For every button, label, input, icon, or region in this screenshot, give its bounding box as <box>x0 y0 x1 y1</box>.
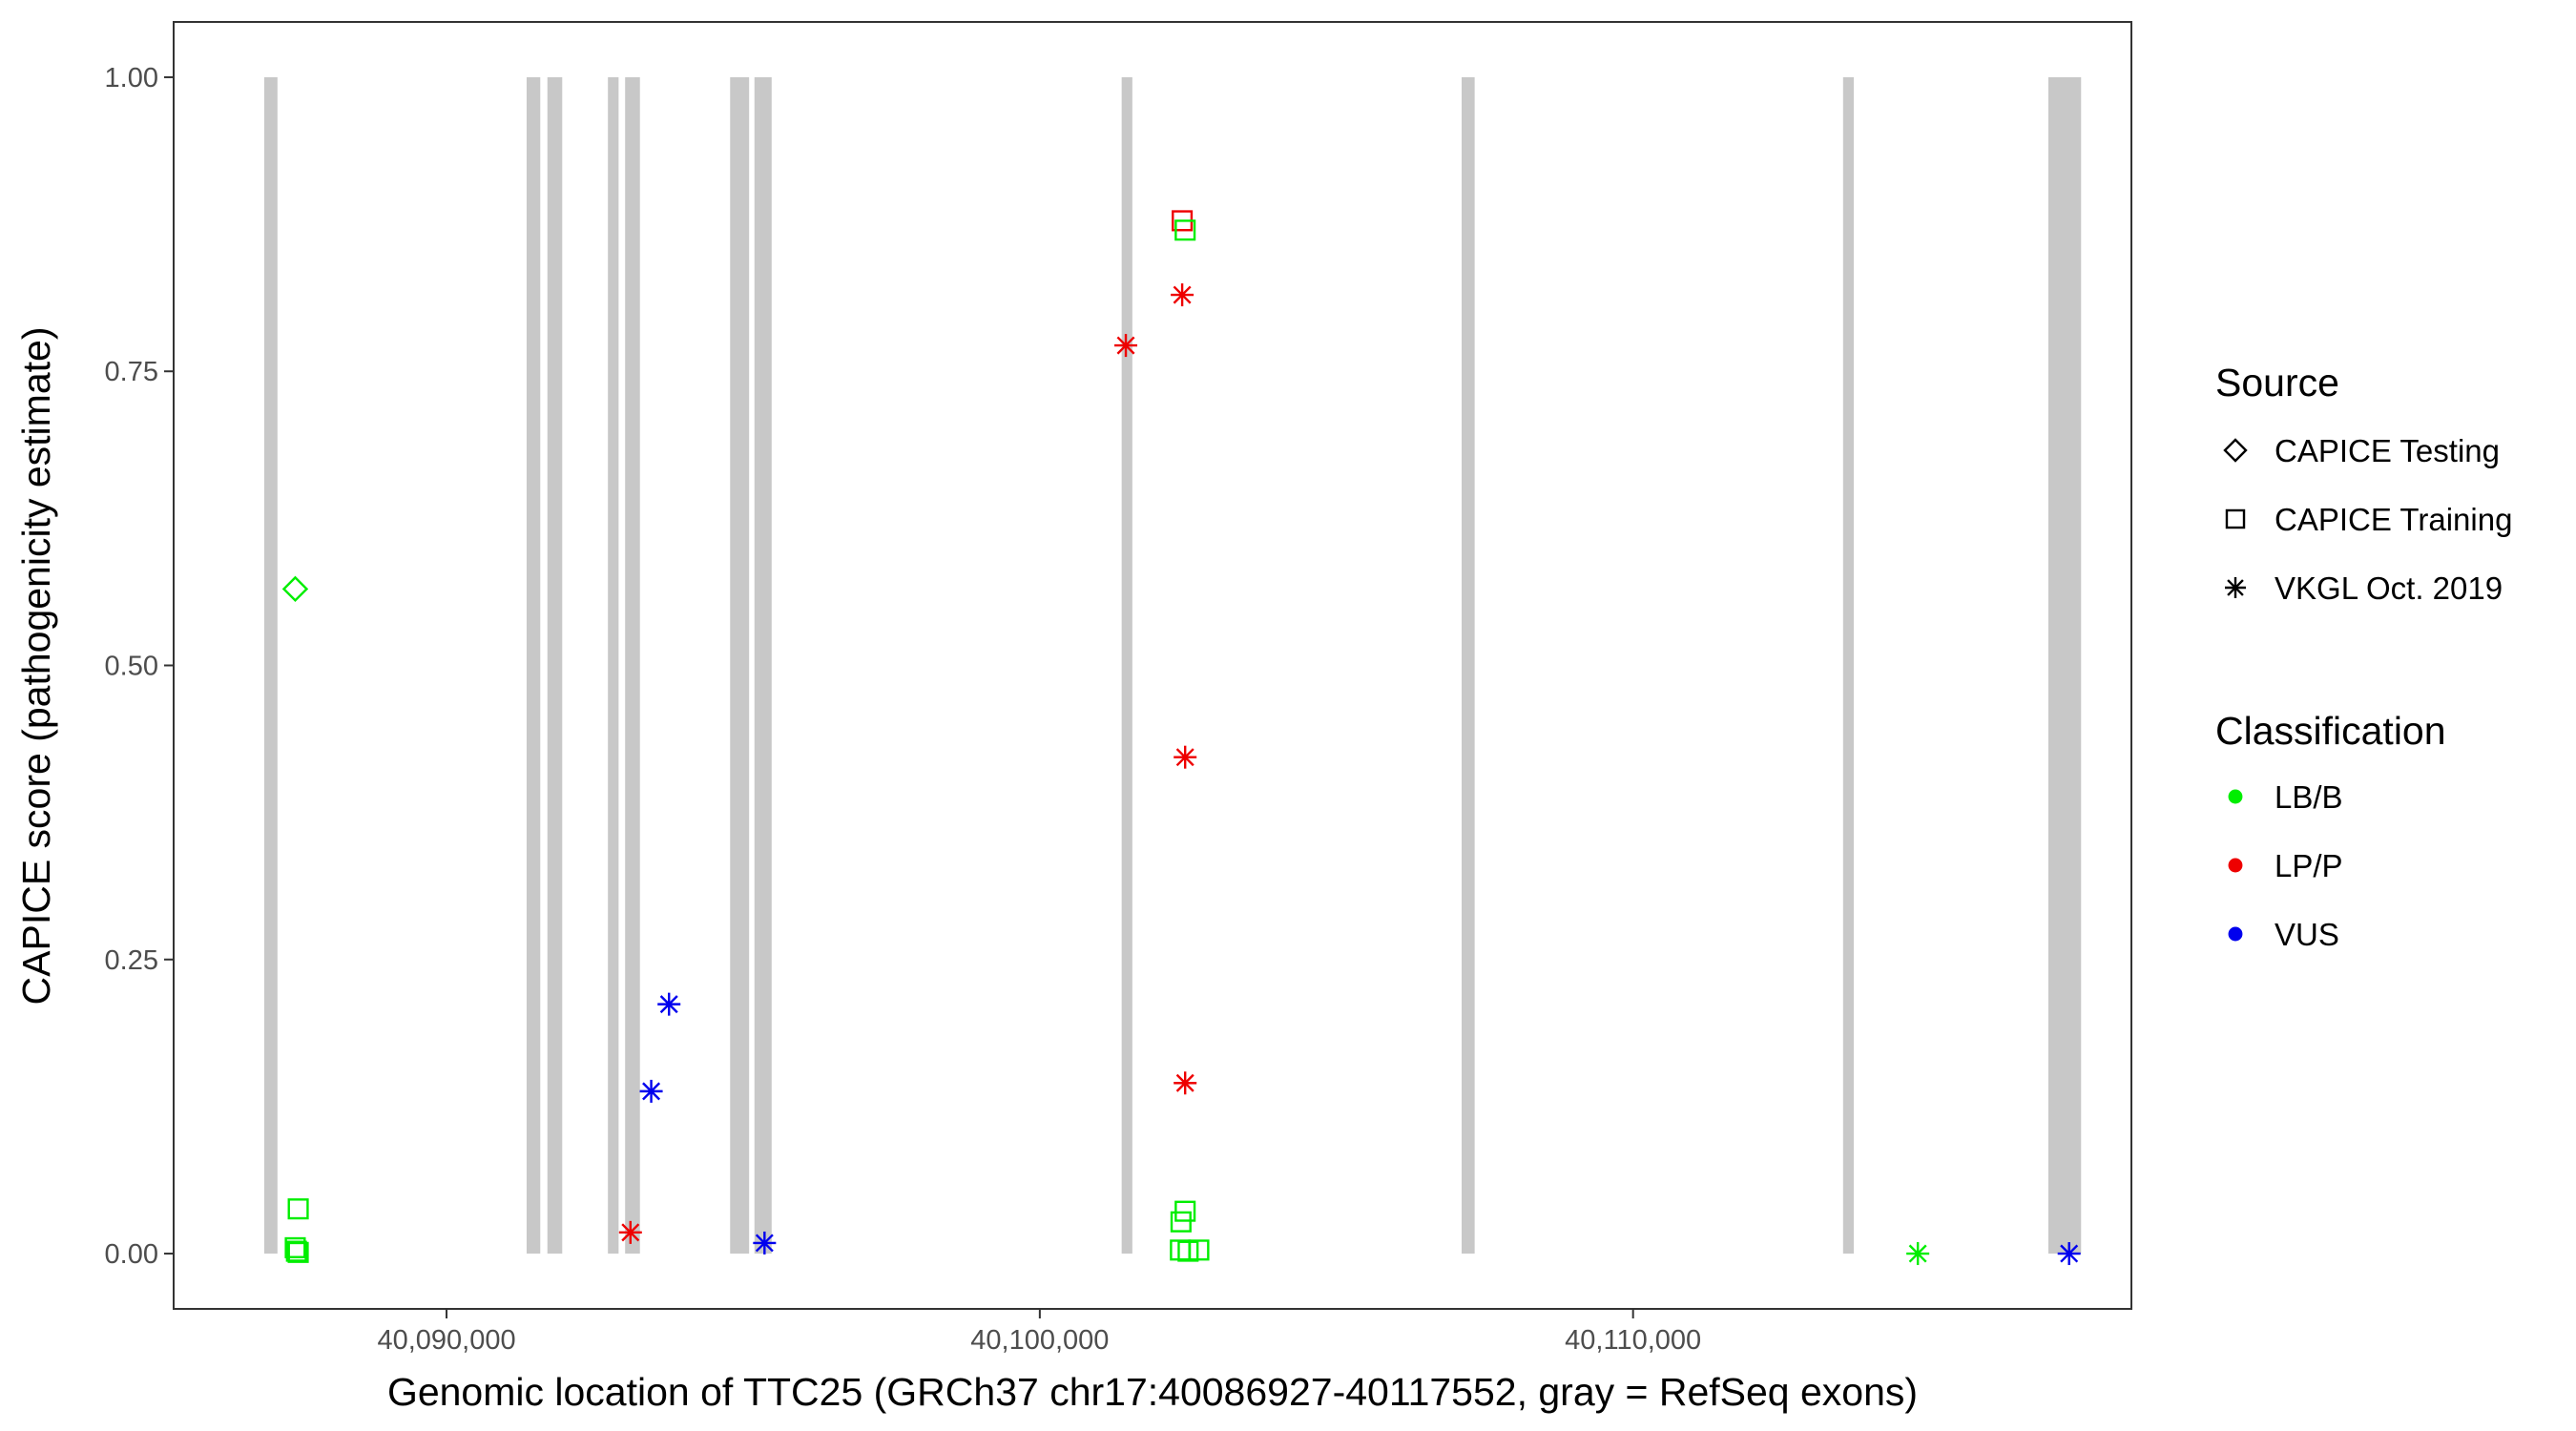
data-point-15 <box>1174 1200 1196 1222</box>
legend-classification-key-1 <box>2228 858 2243 873</box>
data-point-3 <box>285 1240 307 1262</box>
dot-marker <box>2228 858 2243 873</box>
legend-source-item-1: CAPICE Training <box>2225 502 2512 537</box>
square-marker <box>1174 219 1196 241</box>
square-marker <box>287 1241 309 1263</box>
legend-source-label-0: CAPICE Testing <box>2275 433 2500 468</box>
y-tick-label-1: 0.25 <box>105 945 158 976</box>
data-points <box>281 210 2081 1266</box>
data-point-6 <box>639 1079 663 1103</box>
data-point-12 <box>1171 283 1195 307</box>
diamond-marker <box>2223 438 2248 463</box>
data-point-5 <box>618 1220 642 1244</box>
exon-band-1 <box>526 76 541 1255</box>
exon-band-10 <box>2047 76 2082 1255</box>
square-marker <box>287 1198 309 1220</box>
legend-classification-label-2: VUS <box>2275 917 2339 952</box>
dot-marker <box>2228 789 2243 804</box>
data-point-11 <box>1174 219 1196 241</box>
exon-band-3 <box>608 76 619 1255</box>
data-point-0 <box>281 575 309 603</box>
legend-classification-label-0: LB/B <box>2275 779 2343 815</box>
exon-bands <box>263 76 2082 1255</box>
square-marker <box>1170 1211 1192 1233</box>
data-point-1 <box>287 1198 309 1220</box>
data-point-19 <box>1188 1239 1210 1261</box>
exon-band-9 <box>1842 76 1854 1255</box>
square-marker <box>2225 508 2246 529</box>
data-point-2 <box>284 1236 306 1258</box>
data-point-20 <box>1906 1242 1930 1266</box>
legend-classification-item-0: LB/B <box>2228 779 2343 815</box>
data-point-18 <box>1177 1240 1199 1262</box>
exon-band-4 <box>625 76 640 1255</box>
legend-source: Source CAPICE Testing CAPICE Training VKGL… <box>2215 361 2512 606</box>
square-marker <box>285 1240 307 1262</box>
square-marker <box>284 1236 306 1258</box>
legend-classification-key-0 <box>2228 789 2243 804</box>
y-axis-title: CAPICE score (pathogenicity estimate) <box>14 327 58 1006</box>
exon-band-2 <box>547 76 563 1255</box>
y-tick-label-3: 0.75 <box>105 357 158 387</box>
x-tick-label-2: 40,110,000 <box>1565 1325 1701 1356</box>
legend-source-key-2 <box>2225 577 2246 598</box>
y-tick-label-4: 1.00 <box>105 63 158 93</box>
legend-source-key-0 <box>2223 438 2248 463</box>
data-point-9 <box>1114 334 1138 358</box>
square-marker <box>1174 1200 1196 1222</box>
exon-band-7 <box>1121 76 1132 1255</box>
data-point-21 <box>2057 1242 2081 1266</box>
data-point-4 <box>287 1241 309 1263</box>
data-point-8 <box>753 1231 777 1255</box>
x-tick-label-0: 40,090,000 <box>377 1325 515 1356</box>
diamond-marker <box>281 575 309 603</box>
axes: 0.00 0.25 0.50 0.75 1.00 40,090,000 40,100,000… <box>105 63 1702 1356</box>
legend-source-label-1: CAPICE Training <box>2275 502 2512 537</box>
legend-classification-title: Classification <box>2215 709 2446 753</box>
legend-classification: Classification LB/B LP/P VUS <box>2215 709 2446 952</box>
y-tick-label-0: 0.00 <box>105 1239 158 1270</box>
exon-band-8 <box>1461 76 1475 1255</box>
x-axis-title: Genomic location of TTC25 (GRCh37 chr17:… <box>387 1370 1918 1414</box>
legend-source-title: Source <box>2215 361 2339 404</box>
legend-classification-item-2: VUS <box>2228 917 2339 952</box>
exon-band-5 <box>730 76 750 1255</box>
data-point-7 <box>657 992 681 1016</box>
legend-source-item-0: CAPICE Testing <box>2223 433 2500 468</box>
x-tick-label-1: 40,100,000 <box>970 1325 1109 1356</box>
exon-band-6 <box>754 76 772 1255</box>
y-tick-label-2: 0.50 <box>105 652 158 682</box>
square-marker <box>1188 1239 1210 1261</box>
data-point-13 <box>1174 745 1197 769</box>
legend-source-key-1 <box>2225 508 2246 529</box>
legend-classification-label-1: LP/P <box>2275 848 2343 883</box>
data-point-16 <box>1170 1211 1192 1233</box>
square-marker <box>1177 1240 1199 1262</box>
legend-source-item-2: VKGL Oct. 2019 <box>2225 570 2503 606</box>
legend-classification-item-1: LP/P <box>2228 848 2343 883</box>
legend-classification-key-2 <box>2228 926 2243 942</box>
data-point-14 <box>1174 1071 1197 1095</box>
exon-band-0 <box>263 76 278 1255</box>
legend-source-label-2: VKGL Oct. 2019 <box>2275 570 2503 606</box>
dot-marker <box>2228 926 2243 942</box>
